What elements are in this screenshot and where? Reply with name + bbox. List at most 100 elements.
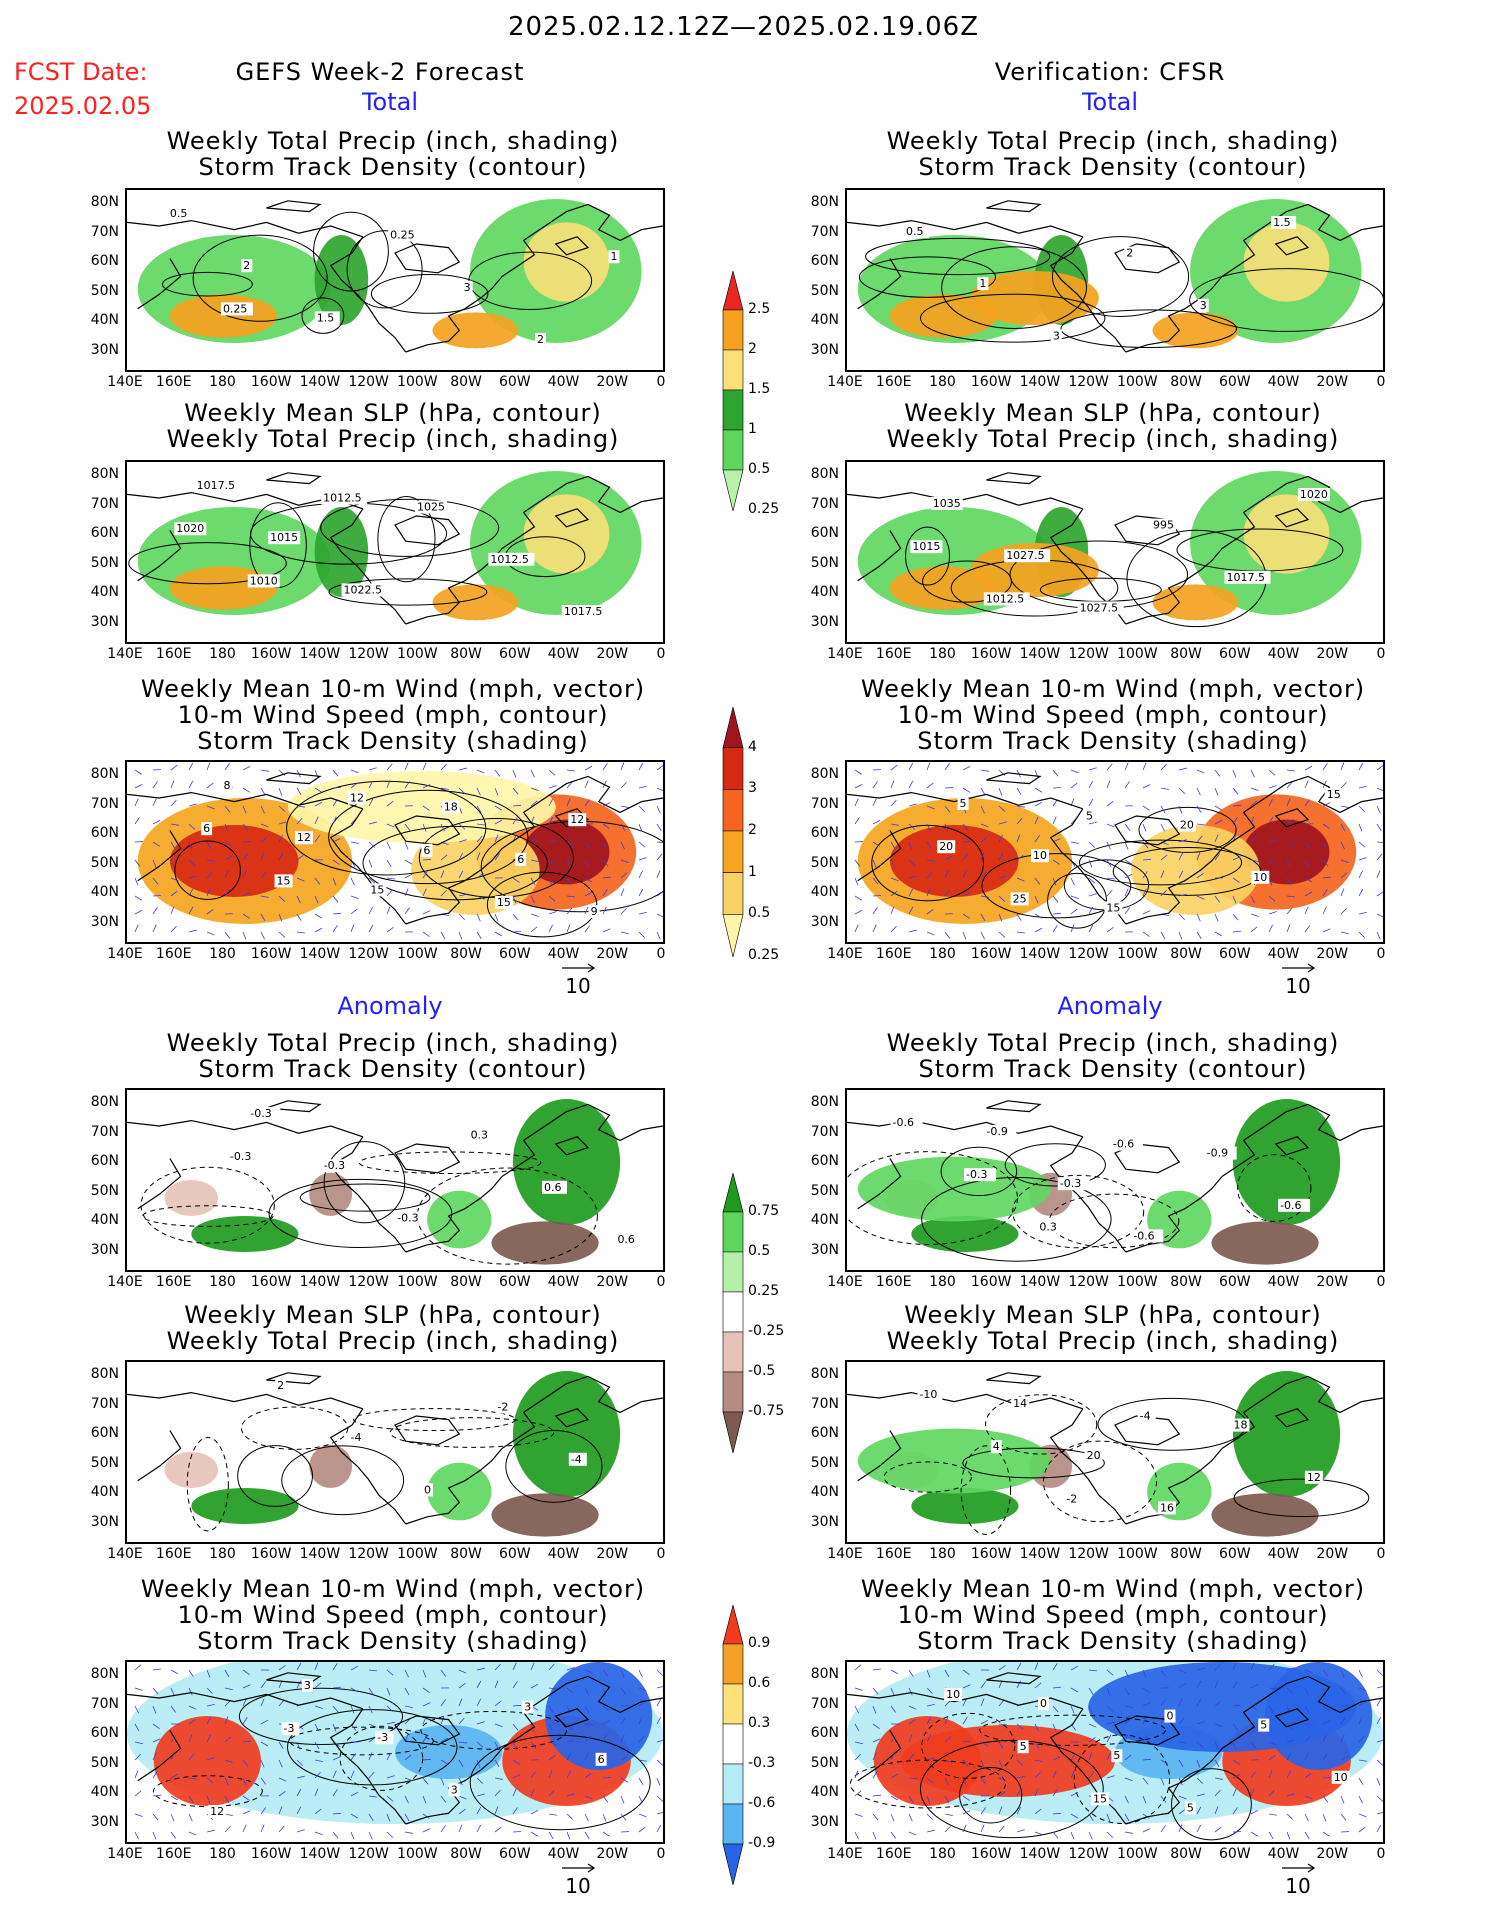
lon-tick-label: 40W <box>1267 1274 1300 1290</box>
panel-title-line: 10-m Wind Speed (mph, contour) <box>177 1601 609 1629</box>
map-r3-left: 8 12 15 18 6 9 6 15 12 6 15 12 <box>125 760 665 944</box>
lat-tick-label: 80N <box>90 466 119 482</box>
lon-tick-label: 80W <box>450 1274 482 1290</box>
contour-label: -0.3 <box>324 1159 345 1172</box>
lon-tick-label: 140E <box>827 646 863 662</box>
contour-label: 1012.5 <box>323 492 362 505</box>
contour-label: 5 <box>1086 810 1093 823</box>
colorbar-swatch <box>722 1251 744 1293</box>
lon-tick-label: 100W <box>1117 946 1158 962</box>
contour-line-2 <box>377 496 436 583</box>
contour-label: -0.3 <box>1060 1177 1081 1190</box>
coastline-3 <box>1221 1675 1309 1749</box>
colorbar-tick-label: -0.9 <box>748 1835 776 1851</box>
lon-tick-label: 120W <box>1068 1546 1109 1562</box>
colorbar-swatch <box>722 1211 744 1253</box>
lon-tick-label: 140E <box>827 1846 863 1862</box>
contour-line-2 <box>981 853 1132 919</box>
lat-tick-label: 50N <box>810 1182 839 1199</box>
panel-title-line: Storm Track Density (contour) <box>918 153 1308 181</box>
contour-line-6 <box>240 1406 349 1450</box>
coastline-3 <box>501 1103 589 1177</box>
lat-tick-label: 40N <box>810 1212 839 1228</box>
contour-label: 0 <box>1166 1710 1173 1723</box>
contour-label: 20 <box>1180 819 1194 832</box>
colorbar-swatch <box>722 349 744 391</box>
coastline-8 <box>986 1100 1042 1113</box>
lat-tick-label: 50N <box>90 554 119 571</box>
right-total-label: Total <box>1081 88 1139 116</box>
coastline-5 <box>137 1158 182 1210</box>
panel-title-line: Weekly Total Precip (inch, shading) <box>886 425 1340 453</box>
contour-line-2 <box>420 1710 568 1750</box>
coastline-8 <box>986 472 1042 485</box>
coastline-5 <box>857 1158 902 1210</box>
lon-tick-label: 20W <box>1316 646 1349 662</box>
lat-tick-label: 40N <box>90 1484 119 1500</box>
coastline-8 <box>266 472 322 485</box>
contour-label: 1.5 <box>1273 216 1291 229</box>
shading-region-5 <box>287 771 556 843</box>
lat-tick-label: 60N <box>810 525 839 541</box>
contour-label: 6 <box>203 822 210 835</box>
contour-line-6 <box>320 498 500 557</box>
lon-tick-label: 140W <box>1019 1546 1061 1562</box>
lon-tick-label: 40W <box>1267 1846 1300 1862</box>
lon-tick-label: 0 <box>1376 946 1386 962</box>
contour-line-4 <box>289 1726 434 1756</box>
lat-tick-label: 40N <box>90 1784 119 1800</box>
lon-tick-label: 100W <box>397 1546 438 1562</box>
lon-tick-label: 80W <box>450 1546 482 1562</box>
panel-title-line: Weekly Mean SLP (hPa, contour) <box>184 1301 602 1329</box>
coastline-7 <box>554 1136 590 1156</box>
lon-tick-label: 180 <box>929 646 956 662</box>
right-column-title: Verification: CFSR <box>994 58 1226 86</box>
contour-label: 1027.5 <box>1080 601 1119 614</box>
colorbar-tick-label: -0.5 <box>748 1363 776 1379</box>
coastline-6 <box>394 515 461 546</box>
lat-tick-label: 60N <box>810 825 839 841</box>
contour-label: 2 <box>537 333 544 346</box>
lat-tick-label: 70N <box>810 223 839 240</box>
lon-tick-label: 140W <box>1019 1846 1061 1862</box>
contour-label: 12 <box>570 813 584 826</box>
contour-label: 1020 <box>1300 488 1328 501</box>
lat-tick-label: 30N <box>810 913 839 930</box>
map-a1-left: -0.3 -0.3 -0.3 0.3 0.6 0.6 -0.3 <box>125 1088 665 1272</box>
shading-region-1 <box>169 294 278 338</box>
coastline-5 <box>857 530 902 582</box>
lat-tick-label: 50N <box>810 1754 839 1771</box>
lat-tick-label: 80N <box>810 1094 839 1110</box>
colorbar-swatch <box>722 872 744 915</box>
panel-title-line: Weekly Mean SLP (hPa, contour) <box>184 399 602 427</box>
coastline-5 <box>857 1430 902 1482</box>
contour-line-6 <box>960 1445 1012 1535</box>
coastline-6 <box>394 1715 461 1746</box>
lat-tick-label: 40N <box>810 584 839 600</box>
lat-tick-label: 50N <box>90 1182 119 1199</box>
lat-tick-label: 40N <box>90 312 119 328</box>
lon-tick-label: 160W <box>970 374 1012 390</box>
coastline-3 <box>501 1375 589 1449</box>
lon-tick-label: 100W <box>1117 1846 1158 1862</box>
lon-tick-label: 100W <box>1117 646 1158 662</box>
contour-label: 1015 <box>270 531 298 544</box>
lon-tick-label: 120W <box>1068 1274 1109 1290</box>
contour-label: 0.3 <box>471 1129 489 1142</box>
panel-title-line: Weekly Mean SLP (hPa, contour) <box>904 399 1322 427</box>
contour-label: 1017.5 <box>197 479 236 492</box>
lon-tick-label: 40W <box>547 946 580 962</box>
lon-tick-label: 80W <box>1170 1274 1202 1290</box>
contour-line-0 <box>174 840 241 900</box>
coastline-6 <box>1114 1715 1181 1746</box>
coastline-2 <box>405 276 503 353</box>
lat-tick-label: 80N <box>90 1366 119 1382</box>
panel-title-line: Weekly Total Precip (inch, shading) <box>886 127 1340 155</box>
panel-title-line: Weekly Total Precip (inch, shading) <box>166 127 620 155</box>
lon-tick-label: 80W <box>1170 374 1202 390</box>
lon-tick-label: 180 <box>209 1546 236 1562</box>
coastline-0 <box>847 1119 1083 1138</box>
lat-tick-label: 60N <box>90 1153 119 1169</box>
coastline-8 <box>266 200 322 213</box>
contour-label: 1.5 <box>317 311 335 324</box>
